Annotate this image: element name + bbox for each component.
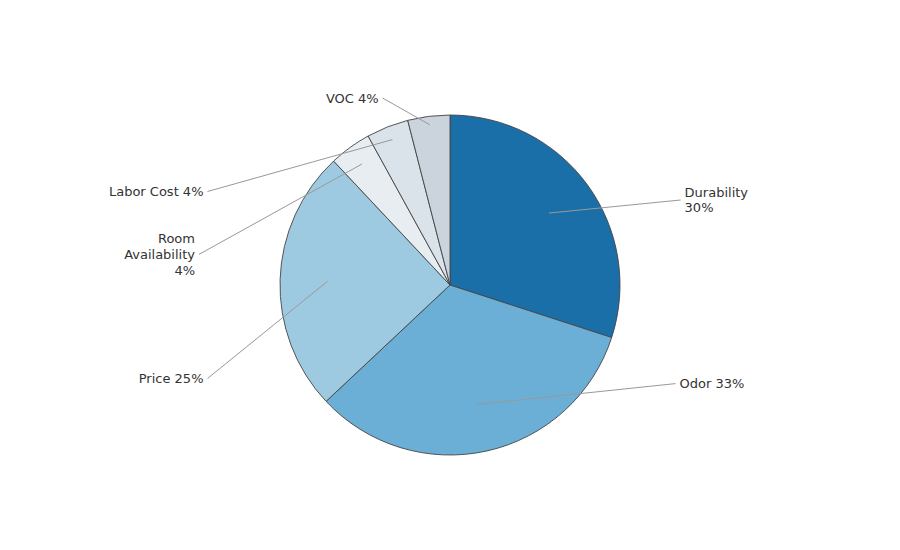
annotation-label: VOC 4%	[326, 91, 379, 106]
annotation-line: Room	[158, 231, 195, 246]
annotation-line: Odor 33%	[680, 376, 745, 391]
leader-line	[477, 384, 676, 405]
annotation-label: RoomAvailability4%	[124, 231, 195, 277]
leader-line	[383, 98, 430, 125]
annotations: Durability30% Odor 33% Price 25% RoomAvaila…	[109, 91, 748, 405]
leader-line	[208, 140, 393, 192]
pie-slice	[408, 115, 450, 285]
annotation-line: 30%	[685, 200, 714, 215]
chart: Durability30% Odor 33% Price 25% RoomAvaila…	[0, 0, 900, 550]
annotation-line: 4%	[174, 263, 195, 278]
leader-line	[549, 200, 681, 213]
leader-line	[208, 281, 328, 378]
annotation-label: Price 25%	[139, 371, 204, 386]
annotation-label: Odor 33%	[680, 376, 745, 391]
annotation-line: Availability	[124, 247, 195, 262]
annotation-line: Durability	[685, 185, 749, 200]
annotation-line: Labor Cost 4%	[109, 184, 204, 199]
annotation-line: Price 25%	[139, 371, 204, 386]
annotation-line: VOC 4%	[326, 91, 379, 106]
pie	[280, 115, 620, 455]
leader-line	[199, 164, 362, 254]
annotation-label: Durability30%	[685, 185, 749, 216]
annotation-label: Labor Cost 4%	[109, 184, 204, 199]
